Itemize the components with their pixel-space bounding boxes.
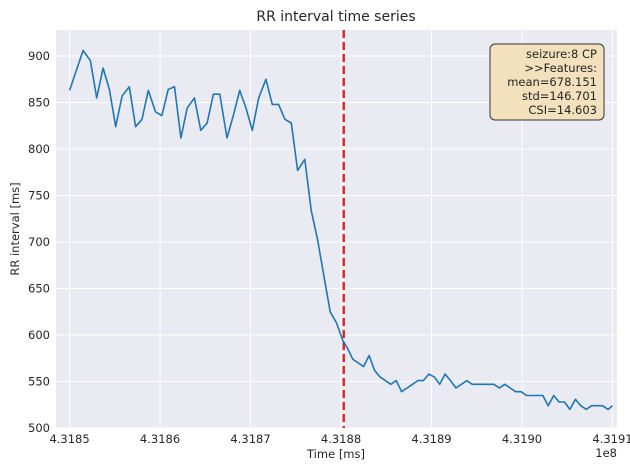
annotation-background <box>489 43 605 121</box>
y-tick-label: 650 <box>28 282 50 296</box>
y-tick-labels: 500 550 600 650 700 750 800 850 900 <box>28 49 50 435</box>
x-tick-label: 4.3185 <box>49 432 89 446</box>
x-tick-label: 4.3186 <box>140 432 180 446</box>
grid <box>56 30 617 429</box>
y-tick-label: 850 <box>28 96 50 110</box>
x-offset-label: 1e8 <box>595 446 617 460</box>
y-axis-label: RR interval [ms] <box>8 182 22 275</box>
y-tick-label: 900 <box>28 49 50 63</box>
rr-series-line <box>68 49 614 411</box>
annotation-line-5: CSI=14.603 <box>528 103 597 117</box>
annotation-line-3: mean=678.151 <box>507 75 597 89</box>
y-tick-label: 550 <box>28 375 50 389</box>
y-tick-label: 600 <box>28 328 50 342</box>
y-tick-label: 800 <box>28 142 50 156</box>
annotation-line-2: >>Features: <box>524 61 597 75</box>
x-tick-label: 4.3191 <box>592 432 630 446</box>
annotation-line-1: seizure:8 CP <box>526 47 597 61</box>
y-tick-label: 700 <box>28 235 50 249</box>
x-tick-label: 4.3190 <box>502 432 542 446</box>
x-tick-labels: 4.3185 4.3186 4.3187 4.3188 4.3189 4.3190 4.31… <box>49 432 630 446</box>
annotation-line-4: std=146.701 <box>522 89 597 103</box>
x-axis-label: Time [ms] <box>306 447 365 461</box>
y-tick-label: 750 <box>28 189 50 203</box>
x-tick-label: 4.3188 <box>321 432 361 446</box>
y-tick-label: 500 <box>28 421 50 435</box>
series-group <box>68 49 614 411</box>
annotation-box: seizure:8 CP >>Features: mean=678.151 st… <box>489 43 605 121</box>
x-tick-label: 4.3189 <box>411 432 451 446</box>
x-tick-label: 4.3187 <box>230 432 270 446</box>
chart-title: RR interval time series <box>256 9 415 25</box>
